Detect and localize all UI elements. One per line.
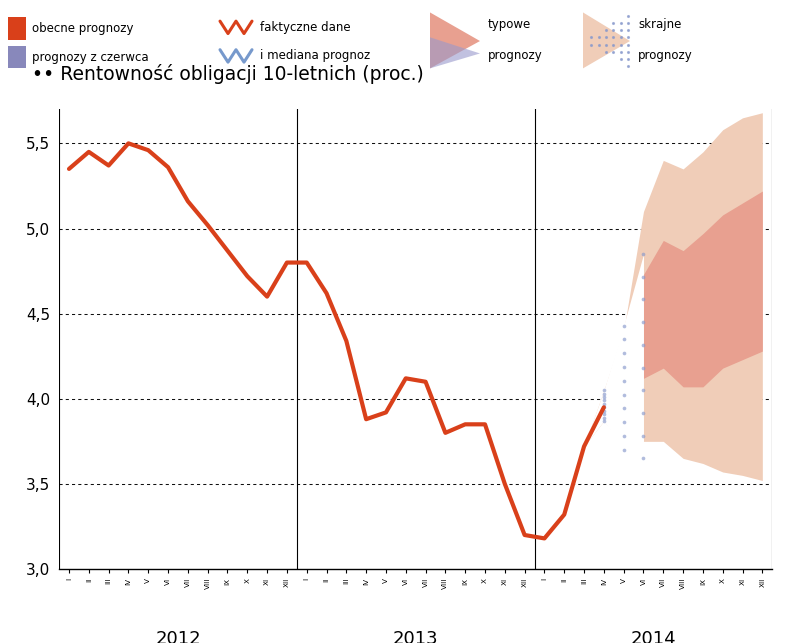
- Point: [597, 395, 610, 406]
- Point: [637, 431, 650, 441]
- Point: [597, 392, 610, 403]
- Point: [597, 402, 610, 412]
- Point: [597, 409, 610, 419]
- Text: 2014: 2014: [630, 630, 676, 643]
- Point: [617, 431, 630, 441]
- Point: [597, 406, 610, 416]
- Text: prognozy: prognozy: [638, 50, 693, 62]
- Point: [637, 294, 650, 305]
- Text: 2013: 2013: [393, 630, 438, 643]
- Point: [637, 271, 650, 282]
- Text: faktyczne dane: faktyczne dane: [260, 21, 351, 34]
- Bar: [8, 46, 26, 68]
- Point: [617, 417, 630, 428]
- Point: [637, 340, 650, 350]
- Polygon shape: [430, 12, 480, 68]
- Point: [637, 408, 650, 418]
- Point: [617, 362, 630, 372]
- Point: [617, 348, 630, 358]
- Point: [637, 317, 650, 327]
- Point: [617, 390, 630, 400]
- Text: skrajne: skrajne: [638, 19, 682, 32]
- Point: [637, 385, 650, 395]
- Text: •• Rentowność obligacji 10-letnich (proc.): •• Rentowność obligacji 10-letnich (proc…: [32, 64, 423, 84]
- Point: [597, 399, 610, 409]
- Point: [617, 403, 630, 413]
- Text: 2012: 2012: [155, 630, 201, 643]
- Point: [617, 334, 630, 345]
- Text: i mediana prognoz: i mediana prognoz: [260, 50, 370, 62]
- Bar: [8, 17, 26, 40]
- Point: [637, 249, 650, 259]
- Point: [637, 453, 650, 464]
- Point: [597, 412, 610, 422]
- Text: prognozy z czerwca: prognozy z czerwca: [32, 51, 149, 64]
- Polygon shape: [430, 37, 480, 68]
- Text: obecne prognozy: obecne prognozy: [32, 22, 133, 35]
- Point: [597, 388, 610, 399]
- Polygon shape: [583, 12, 630, 68]
- Point: [617, 376, 630, 386]
- Point: [617, 445, 630, 455]
- Point: [597, 385, 610, 395]
- Point: [617, 320, 630, 331]
- Text: prognozy: prognozy: [488, 50, 543, 62]
- Point: [597, 416, 610, 426]
- Point: [637, 363, 650, 373]
- Text: typowe: typowe: [488, 19, 531, 32]
